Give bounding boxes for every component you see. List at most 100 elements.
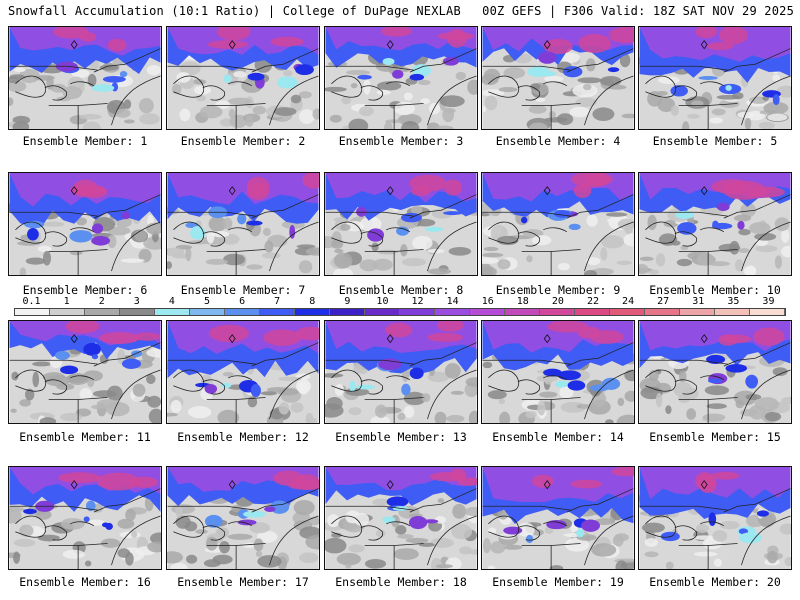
ensemble-member-label: Ensemble Member: 7 bbox=[180, 283, 306, 297]
legend-swatch bbox=[645, 309, 680, 315]
ensemble-panel bbox=[8, 172, 162, 276]
legend-label: 0.1 bbox=[22, 296, 41, 307]
legend-swatch bbox=[750, 309, 785, 315]
ensemble-panel bbox=[638, 26, 792, 130]
legend-label: 35 bbox=[727, 296, 740, 307]
ensemble-member-label: Ensemble Member: 4 bbox=[495, 134, 621, 148]
legend-swatch bbox=[50, 309, 85, 315]
snowfall-map bbox=[324, 320, 478, 424]
legend-label: 18 bbox=[516, 296, 529, 307]
legend-label: 8 bbox=[309, 296, 316, 307]
snowfall-map bbox=[166, 320, 320, 424]
legend-label: 4 bbox=[168, 296, 175, 307]
ensemble-panel bbox=[481, 26, 635, 130]
snowfall-map bbox=[166, 26, 320, 130]
snowfall-map bbox=[481, 26, 635, 130]
legend-label: 7 bbox=[274, 296, 281, 307]
legend-swatch bbox=[435, 309, 470, 315]
snowfall-map bbox=[166, 172, 320, 276]
legend-swatch bbox=[715, 309, 750, 315]
ensemble-member-label: Ensemble Member: 18 bbox=[335, 575, 467, 589]
snowfall-map bbox=[638, 320, 792, 424]
color-legend: 0.1 1 2 3 4 5 6 7 8 9 10 12 14 16 18 20 22 24 27 31 35 39 bbox=[14, 296, 786, 320]
ensemble-panel bbox=[638, 172, 792, 276]
legend-swatch bbox=[260, 309, 295, 315]
ensemble-member-label: Ensemble Member: 11 bbox=[19, 430, 151, 444]
snowfall-map bbox=[324, 172, 478, 276]
legend-swatch bbox=[155, 309, 190, 315]
legend-label: 31 bbox=[692, 296, 705, 307]
legend-label: 2 bbox=[98, 296, 105, 307]
page-title: Snowfall Accumulation (10:1 Ratio) | Col… bbox=[8, 4, 461, 18]
ensemble-panel bbox=[324, 320, 478, 424]
legend-swatch bbox=[295, 309, 330, 315]
ensemble-panel bbox=[8, 320, 162, 424]
ensemble-member-label: Ensemble Member: 15 bbox=[649, 430, 781, 444]
ensemble-panel bbox=[166, 320, 320, 424]
snowfall-map bbox=[481, 466, 635, 570]
ensemble-member-label: Ensemble Member: 20 bbox=[649, 575, 781, 589]
ensemble-panel bbox=[324, 172, 478, 276]
snowfall-map bbox=[8, 466, 162, 570]
legend-swatch bbox=[85, 309, 120, 315]
ensemble-panel bbox=[166, 172, 320, 276]
legend-swatch bbox=[225, 309, 260, 315]
snowfall-map bbox=[638, 466, 792, 570]
ensemble-member-label: Ensemble Member: 17 bbox=[177, 575, 309, 589]
ensemble-member-label: Ensemble Member: 5 bbox=[652, 134, 778, 148]
ensemble-member-label: Ensemble Member: 2 bbox=[180, 134, 306, 148]
legend-label: 16 bbox=[481, 296, 494, 307]
legend-label: 6 bbox=[239, 296, 246, 307]
legend-label: 1 bbox=[63, 296, 70, 307]
snowfall-map bbox=[324, 26, 478, 130]
run-info: 00Z GEFS | F306 Valid: 18Z SAT NOV 29 20… bbox=[482, 4, 794, 18]
ensemble-panel bbox=[481, 466, 635, 570]
legend-swatch bbox=[575, 309, 610, 315]
legend-swatch bbox=[15, 309, 50, 315]
snowfall-map bbox=[8, 26, 162, 130]
ensemble-member-label: Ensemble Member: 8 bbox=[338, 283, 464, 297]
ensemble-member-label: Ensemble Member: 3 bbox=[338, 134, 464, 148]
legend-swatch bbox=[120, 309, 155, 315]
ensemble-member-label: Ensemble Member: 1 bbox=[22, 134, 148, 148]
legend-swatch bbox=[190, 309, 225, 315]
legend-label: 20 bbox=[551, 296, 564, 307]
snowfall-map bbox=[481, 320, 635, 424]
legend-swatch bbox=[680, 309, 715, 315]
snowfall-map bbox=[166, 466, 320, 570]
legend-label: 14 bbox=[446, 296, 459, 307]
ensemble-panel bbox=[638, 320, 792, 424]
snowfall-map bbox=[8, 172, 162, 276]
legend-swatch bbox=[470, 309, 505, 315]
snowfall-map bbox=[8, 320, 162, 424]
legend-swatch bbox=[400, 309, 435, 315]
legend-labels: 0.1 1 2 3 4 5 6 7 8 9 10 12 14 16 18 20 22 24 27 31 35 39 bbox=[14, 296, 786, 307]
legend-swatch bbox=[505, 309, 540, 315]
legend-swatch bbox=[540, 309, 575, 315]
ensemble-panel bbox=[166, 26, 320, 130]
legend-color-bar bbox=[14, 308, 786, 316]
legend-label: 39 bbox=[762, 296, 775, 307]
legend-swatch bbox=[365, 309, 400, 315]
ensemble-member-label: Ensemble Member: 6 bbox=[22, 283, 148, 297]
legend-label: 24 bbox=[622, 296, 635, 307]
ensemble-member-label: Ensemble Member: 13 bbox=[335, 430, 467, 444]
legend-swatch bbox=[330, 309, 365, 315]
legend-label: 27 bbox=[657, 296, 670, 307]
ensemble-panel bbox=[324, 466, 478, 570]
ensemble-member-label: Ensemble Member: 16 bbox=[19, 575, 151, 589]
ensemble-member-label: Ensemble Member: 14 bbox=[492, 430, 624, 444]
legend-label: 12 bbox=[411, 296, 424, 307]
ensemble-panel bbox=[324, 26, 478, 130]
ensemble-panel bbox=[481, 172, 635, 276]
snowfall-map bbox=[638, 172, 792, 276]
ensemble-member-label: Ensemble Member: 9 bbox=[495, 283, 621, 297]
snowfall-map bbox=[481, 172, 635, 276]
ensemble-member-label: Ensemble Member: 12 bbox=[177, 430, 309, 444]
ensemble-panel bbox=[638, 466, 792, 570]
legend-swatch bbox=[610, 309, 645, 315]
legend-label: 10 bbox=[376, 296, 389, 307]
ensemble-panel bbox=[8, 466, 162, 570]
snowfall-map bbox=[324, 466, 478, 570]
ensemble-panel bbox=[8, 26, 162, 130]
